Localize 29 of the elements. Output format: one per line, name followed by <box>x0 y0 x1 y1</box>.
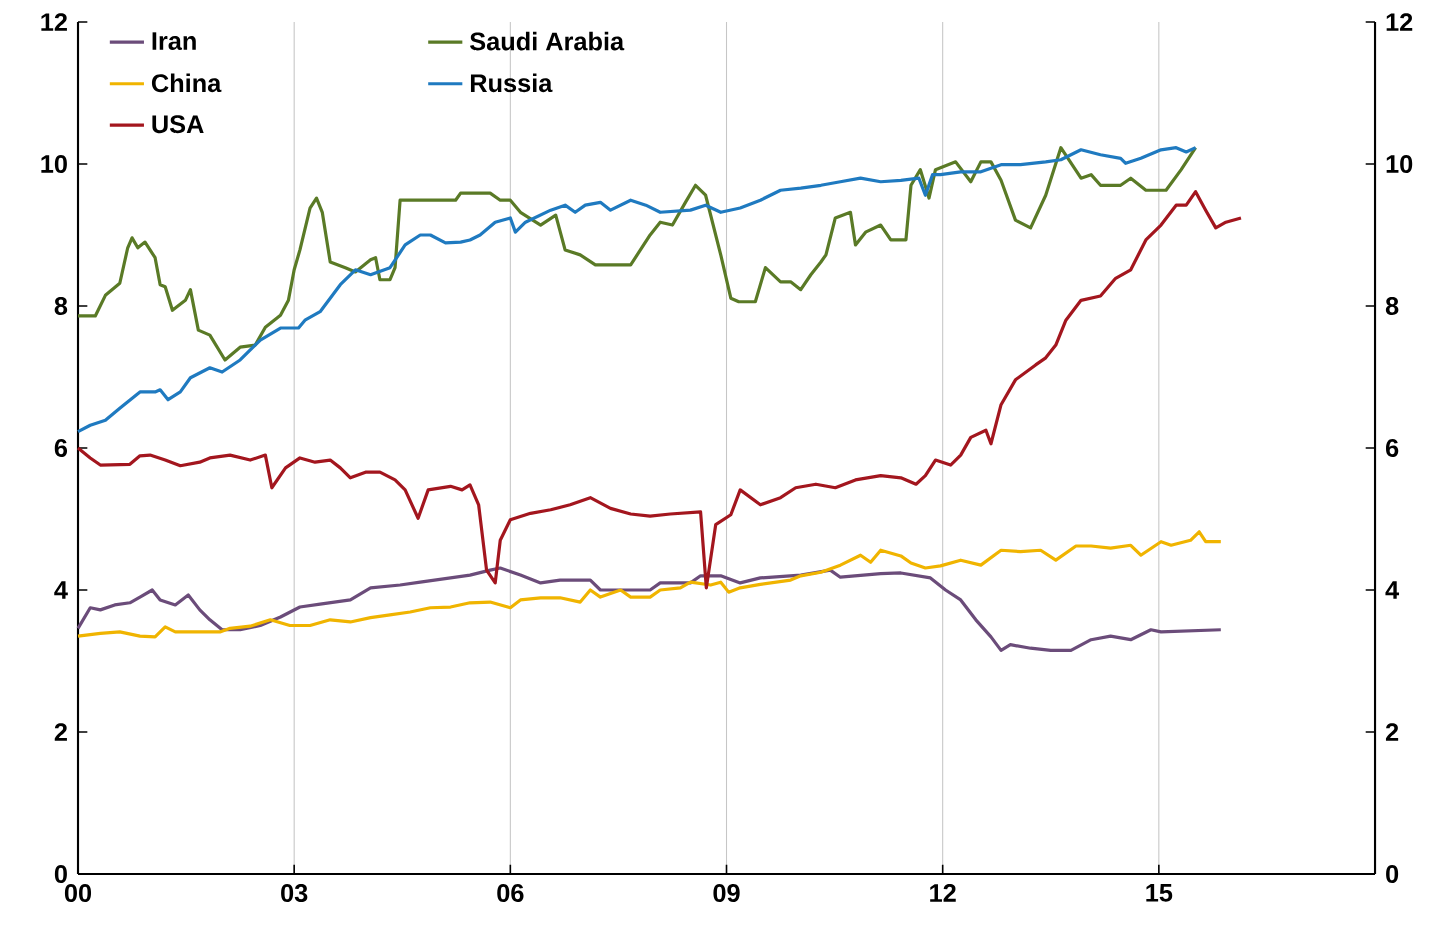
y2-tick-label: 4 <box>1385 581 1400 599</box>
x-tick-label: 00 <box>64 884 92 902</box>
line-series <box>76 190 1243 590</box>
y-tick-label: 12 <box>41 13 67 31</box>
y-tick-label: 8 <box>54 297 68 315</box>
y2-tick-label: 2 <box>1385 723 1399 741</box>
y-tick-label: 6 <box>54 439 68 457</box>
x-tick-label: 09 <box>713 884 740 902</box>
legend-label: China <box>151 73 222 93</box>
x-tick-label: 03 <box>281 884 308 903</box>
legend-label: Iran <box>152 32 196 50</box>
x-tick-label: 15 <box>1146 884 1173 902</box>
y2-tick-label: 6 <box>1385 439 1399 457</box>
legend-label: USA <box>152 115 204 134</box>
legend-label: Saudi Arabia <box>470 31 625 51</box>
y-tick-label: 2 <box>54 723 67 741</box>
y2-tick-label: 8 <box>1385 297 1399 315</box>
y2-tick-label: 10 <box>1386 155 1413 173</box>
line-series <box>76 566 1223 652</box>
y-tick-label: 10 <box>41 155 67 173</box>
x-tick-label: 06 <box>497 884 524 902</box>
x-tick-label: 12 <box>930 884 956 902</box>
line-series <box>76 146 1198 434</box>
y-tick-label: 4 <box>54 581 68 599</box>
line-series <box>76 146 1198 362</box>
y2-tick-label: 0 <box>1386 865 1399 883</box>
y-tick-label: 0 <box>54 865 67 883</box>
y2-tick-label: 12 <box>1386 13 1413 31</box>
legend-label: Russia <box>470 73 553 93</box>
